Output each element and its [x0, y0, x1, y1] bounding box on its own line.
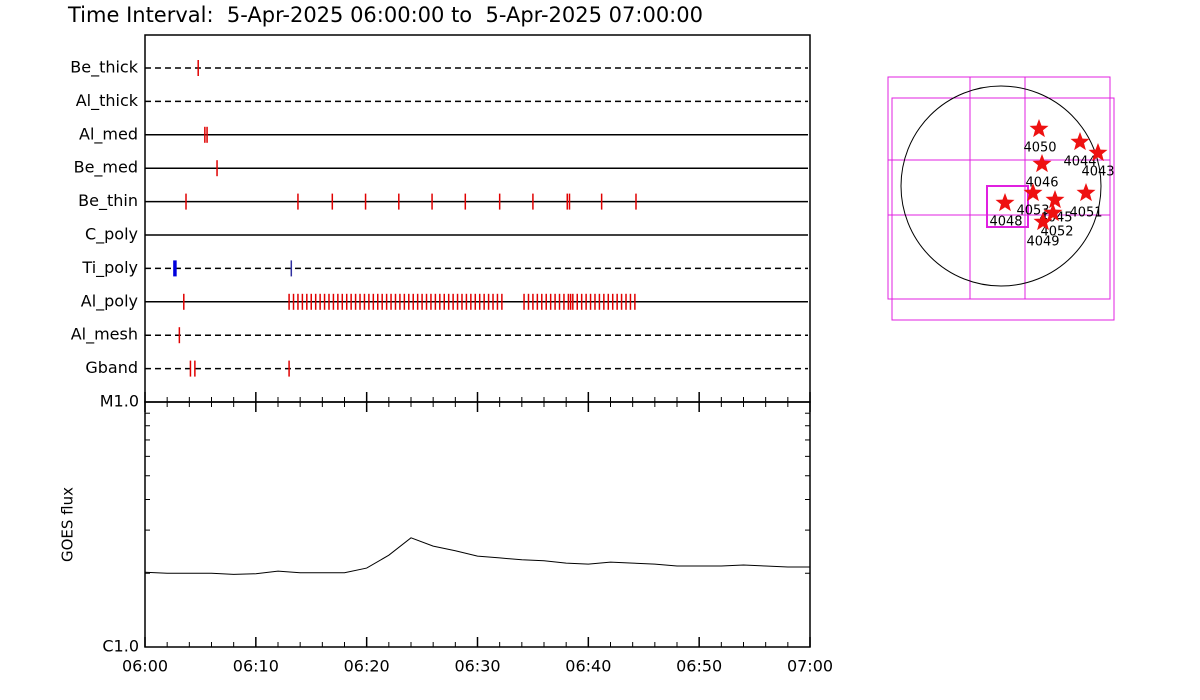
fov-box — [986, 185, 1029, 228]
filter-label: Gband — [85, 358, 138, 377]
region-marker — [1088, 143, 1108, 162]
filter-label: Al_poly — [81, 291, 138, 311]
region-label: 4049 — [1026, 235, 1059, 250]
goes-frame — [144, 401, 811, 648]
y-tick-label: M1.0 — [100, 392, 139, 411]
region-label: 4046 — [1025, 176, 1058, 191]
x-tick-label: 06:00 — [122, 657, 168, 676]
region-marker — [1023, 183, 1043, 202]
x-tick-label: 06:20 — [344, 657, 390, 676]
x-tick-label: 06:30 — [454, 657, 500, 676]
filter-label: C_poly — [85, 225, 138, 245]
region-marker — [1043, 203, 1063, 222]
filter-label: Be_thick — [70, 58, 138, 78]
x-tick-label: 06:50 — [676, 657, 722, 676]
x-tick-label: 07:00 — [787, 657, 833, 676]
timeline-frame — [144, 34, 811, 403]
fov-box — [887, 76, 1111, 300]
solar-limb — [900, 85, 1102, 287]
y-axis-label: GOES flux — [59, 487, 77, 562]
region-label: 4044 — [1063, 155, 1096, 170]
region-label: 4052 — [1040, 225, 1073, 240]
title: Time Interval: 5-Apr-2025 06:00:00 to 5-… — [67, 3, 703, 27]
filter-label: Ti_poly — [81, 258, 138, 278]
goes-curve — [144, 537, 810, 575]
region-marker — [1033, 212, 1053, 231]
region-marker — [1070, 132, 1090, 151]
filter-label: Al_mesh — [71, 325, 138, 345]
region-label: 4048 — [989, 215, 1022, 230]
region-label: 4051 — [1069, 206, 1102, 221]
sun-map — [887, 76, 1115, 321]
x-tick-label: 06:40 — [565, 657, 611, 676]
filter-label: Al_med — [79, 124, 138, 144]
region-marker — [1029, 119, 1049, 138]
filter-label: Be_thin — [78, 191, 138, 211]
region-marker — [1032, 154, 1052, 173]
region-marker — [1045, 190, 1065, 209]
fov-box — [891, 97, 1115, 321]
filter-label: Al_thick — [76, 91, 139, 111]
filter-label: Be_med — [74, 158, 138, 178]
region-marker — [995, 193, 1015, 212]
region-label: 4043 — [1081, 165, 1114, 180]
y-tick-label: C1.0 — [102, 637, 139, 656]
region-label: 4050 — [1023, 141, 1056, 156]
region-marker — [1076, 183, 1096, 202]
x-tick-label: 06:10 — [233, 657, 279, 676]
region-label: 4053 — [1016, 204, 1049, 219]
